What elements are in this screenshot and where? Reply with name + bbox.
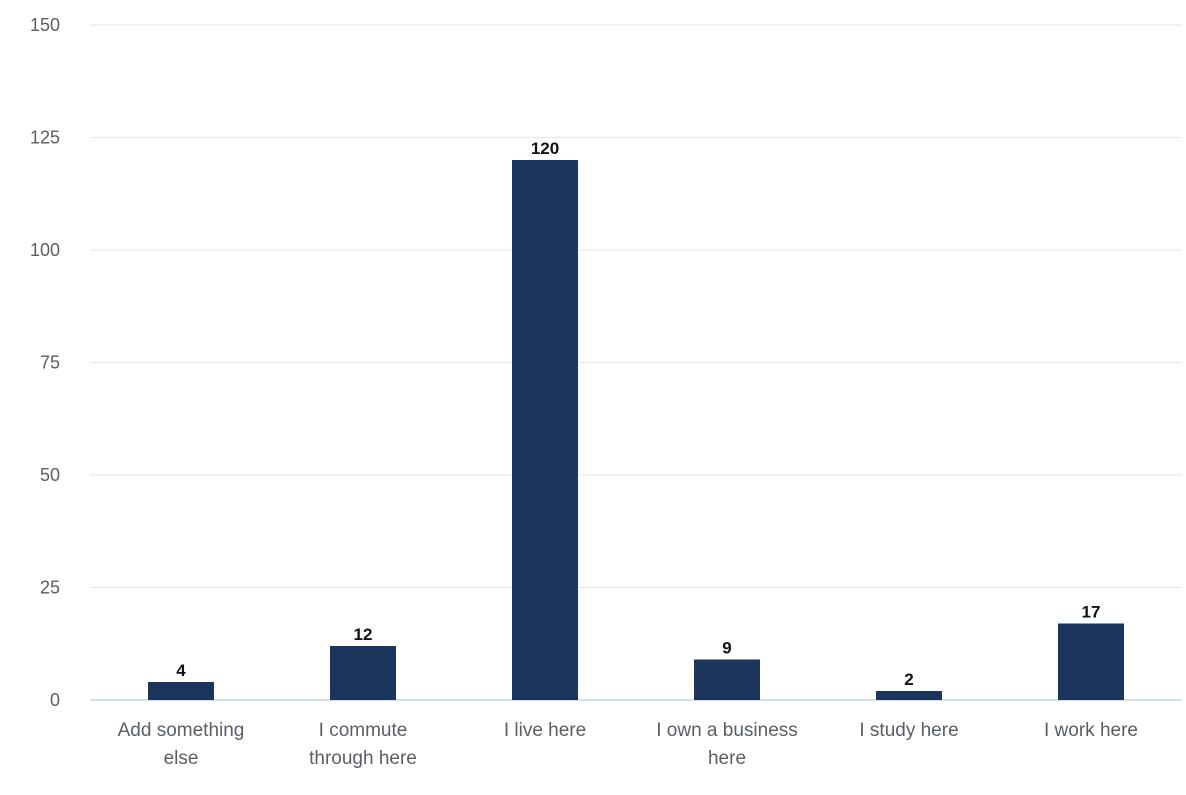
bars [148, 160, 1124, 700]
data-label: 2 [904, 670, 913, 689]
y-tick-label: 25 [40, 578, 60, 598]
x-tick-label: else [164, 748, 199, 769]
data-label: 12 [354, 625, 373, 644]
bar [876, 691, 942, 700]
x-tick-label: Add something [118, 720, 245, 741]
y-tick-label: 75 [40, 353, 60, 373]
data-labels: 4 12 120 9 2 17 [176, 139, 1100, 689]
y-tick-label: 50 [40, 465, 60, 485]
bar [1058, 623, 1124, 700]
bar [330, 646, 396, 700]
x-tick-label: I work here [1044, 720, 1138, 741]
x-axis-ticks: Add something else I commute through here I … [118, 720, 1138, 769]
y-tick-label: 125 [30, 128, 60, 148]
x-tick-label: here [708, 748, 746, 769]
y-tick-label: 0 [50, 690, 60, 710]
x-tick-label: I live here [504, 720, 586, 741]
y-tick-label: 100 [30, 240, 60, 260]
y-axis-ticks: 0 25 50 75 100 125 150 [30, 15, 60, 710]
x-tick-label: I commute [319, 720, 408, 741]
data-label: 4 [176, 661, 186, 680]
data-label: 120 [531, 139, 559, 158]
x-tick-label: I own a business [656, 720, 798, 741]
gridlines [90, 24, 1182, 701]
x-tick-label: I study here [859, 720, 958, 741]
x-tick-label: through here [309, 748, 417, 769]
data-label: 17 [1082, 603, 1101, 622]
bar [148, 682, 214, 700]
data-label: 9 [722, 639, 731, 658]
bar [694, 659, 760, 700]
bar [512, 160, 578, 700]
y-tick-label: 150 [30, 15, 60, 35]
